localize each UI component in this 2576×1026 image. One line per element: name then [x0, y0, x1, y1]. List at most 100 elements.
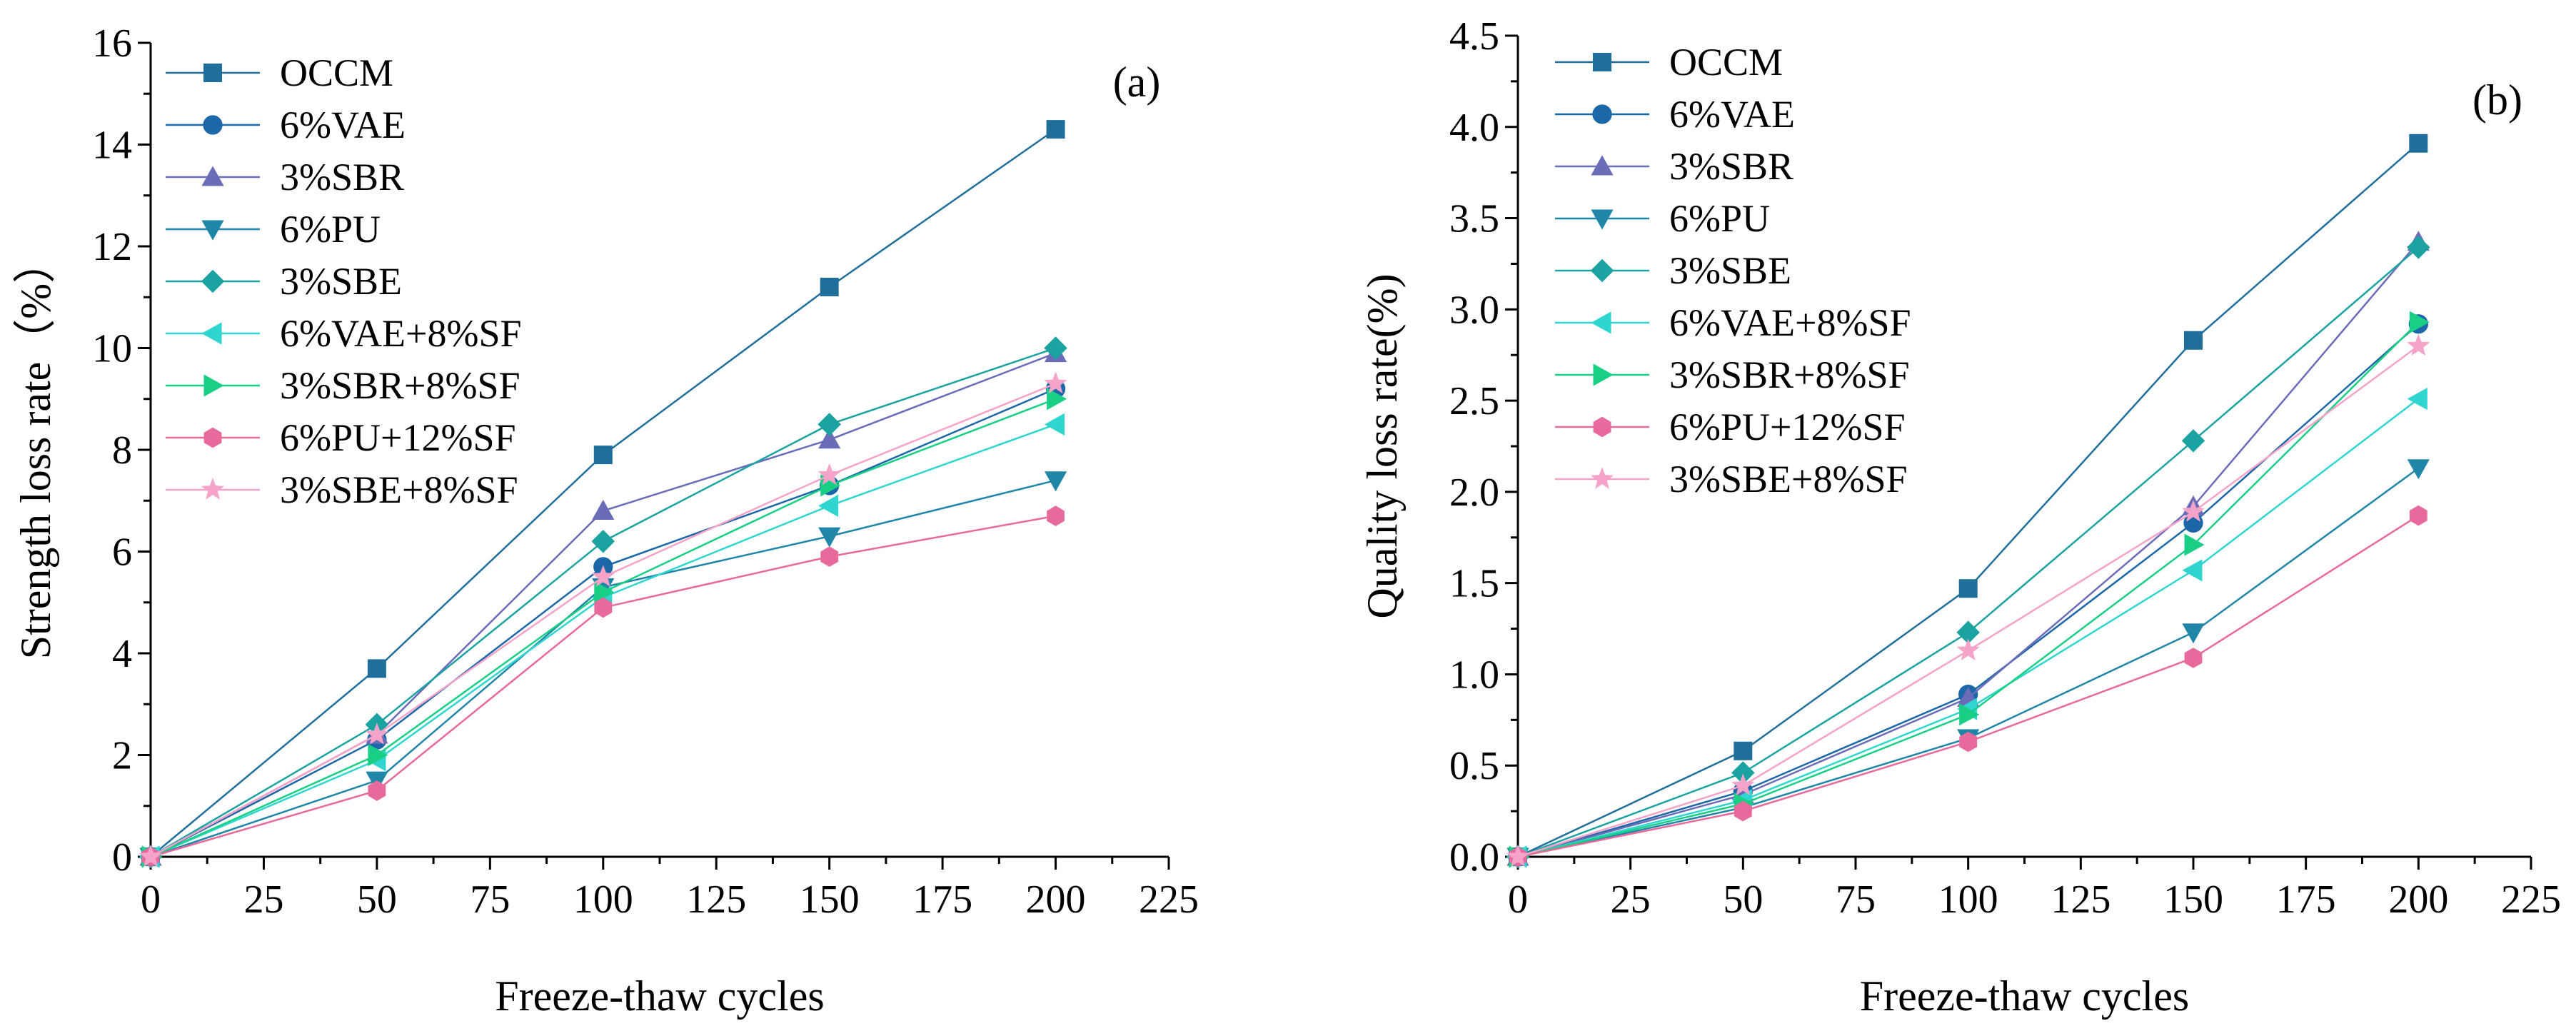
- data-point-6pctpu-plus-12pctsf: [1734, 800, 1752, 822]
- legend-label: 3%SBE: [280, 260, 402, 303]
- legend-item-6pctpu: 6%PU: [166, 208, 381, 251]
- panel-label: (b): [2472, 76, 2522, 124]
- legend-marker: [1593, 363, 1614, 386]
- legend-marker: [1592, 104, 1612, 124]
- legend-item-3pctsbr-plus-8pctsf: 3%SBR+8%SF: [166, 364, 520, 407]
- series-line-3pctsbe: [1517, 246, 2420, 858]
- y-tick-label: 8: [112, 428, 132, 473]
- legend-marker: [1591, 209, 1614, 230]
- series-line-3pctsbr: [1517, 241, 2420, 858]
- x-tick-label: 100: [573, 877, 633, 922]
- legend-item-3pctsbe-plus-8pctsf: 3%SBE+8%SF: [166, 468, 518, 511]
- y-tick-label: 6: [112, 530, 132, 575]
- legend-item-3pctsbe-plus-8pctsf: 3%SBE+8%SF: [1555, 458, 1908, 501]
- legend-label: 6%PU+12%SF: [1669, 406, 1906, 448]
- legend-label: OCCM: [1669, 41, 1783, 84]
- legend-item-6pctvae-plus-8pctsf: 6%VAE+8%SF: [166, 312, 522, 355]
- y-tick-label: 2.0: [1449, 471, 1499, 515]
- legend-item-6pctvae: 6%VAE: [1555, 93, 1795, 136]
- data-point-3pctsbr-plus-8pctsf: [1959, 703, 1980, 726]
- series-3pctsbe-plus-8pctsf: [1506, 333, 2430, 867]
- legend-label: 6%VAE+8%SF: [1669, 301, 1911, 344]
- y-tick-label: 2.5: [1449, 379, 1499, 423]
- x-tick-label: 75: [470, 877, 510, 922]
- data-point-3pctsbr: [592, 499, 615, 520]
- legend-item-3pctsbr-plus-8pctsf: 3%SBR+8%SF: [1555, 353, 1910, 396]
- series-3pctsbe-plus-8pctsf: [139, 371, 1067, 867]
- data-point-3pctsbe: [1956, 620, 1980, 644]
- data-point-3pctsbe-plus-8pctsf: [1731, 773, 1755, 795]
- y-tick-label: 1.5: [1449, 562, 1499, 606]
- data-point-3pctsbe: [1044, 336, 1067, 360]
- x-tick-label: 25: [1611, 877, 1651, 922]
- data-point-6pctpu-plus-12pctsf: [368, 780, 386, 801]
- axes-a: 0 25 50 75 100 125 150 175 200 225 0 2 4 6 8 10 12 14 16: [92, 21, 1199, 922]
- legend-marker: [1591, 311, 1611, 334]
- data-point-occm: [820, 278, 839, 296]
- data-point-occm: [1734, 741, 1753, 760]
- chart-panel-a: 0 25 50 75 100 125 150 175 200 225 0 2 4 6 8 10 12 14 16 Fr…: [12, 21, 1199, 1020]
- legend-marker: [1590, 467, 1614, 489]
- y-tick-label: 3.0: [1449, 288, 1499, 332]
- x-tick-label: 25: [243, 877, 283, 922]
- legend-marker: [1593, 53, 1611, 71]
- legend-marker: [203, 64, 222, 82]
- y-tick-label: 16: [92, 21, 132, 66]
- legend-item-occm: OCCM: [1555, 41, 1783, 84]
- data-point-6pctpu: [2182, 623, 2205, 644]
- x-tick-label: 225: [2501, 877, 2561, 922]
- data-point-6pctpu-plus-12pctsf: [820, 546, 839, 567]
- data-point-6pctvae-plus-8pctsf: [2182, 559, 2203, 582]
- x-tick-label: 0: [141, 877, 161, 922]
- data-point-occm: [2409, 134, 2428, 153]
- legend-marker: [203, 374, 224, 397]
- legend-item-occm: OCCM: [166, 51, 393, 94]
- y-tick-label: 0: [112, 835, 132, 880]
- data-point-occm: [2184, 331, 2203, 350]
- legend-item-3pctsbr: 3%SBR: [166, 156, 404, 198]
- series-line-3pctsbr-plus-8pctsf: [150, 398, 1057, 858]
- legend-label: 6%PU: [280, 208, 381, 251]
- legend-label: 6%VAE+8%SF: [280, 312, 522, 355]
- legend-marker: [201, 269, 225, 293]
- data-point-3pctsbe: [2181, 429, 2205, 453]
- data-point-6pctpu-plus-12pctsf: [1959, 731, 1978, 753]
- y-tick-label: 10: [92, 327, 132, 371]
- y-tick-label: 4.0: [1449, 106, 1499, 150]
- legend-label: 3%SBR: [280, 156, 404, 198]
- data-point-6pctpu-plus-12pctsf: [594, 597, 613, 618]
- legend-label: 3%SBR+8%SF: [280, 364, 520, 407]
- legend-label: 6%VAE: [280, 104, 406, 146]
- legend-marker: [1593, 416, 1611, 438]
- y-tick-label: 0.0: [1449, 835, 1499, 880]
- legend-label: 6%PU+12%SF: [280, 416, 516, 459]
- x-tick-label: 100: [1938, 877, 1998, 922]
- legend-marker: [201, 166, 224, 186]
- y-tick-label: 12: [92, 225, 132, 269]
- x-tick-label: 200: [2388, 877, 2448, 922]
- data-point-3pctsbe: [1731, 761, 1755, 785]
- data-point-3pctsbe: [2407, 236, 2430, 259]
- y-tick-label: 0.5: [1449, 744, 1499, 788]
- data-point-3pctsbr: [818, 428, 841, 449]
- data-point-6pctpu: [1045, 471, 1067, 492]
- legend-item-6pctpu: 6%PU: [1555, 197, 1770, 240]
- chart-panel-b: 0 25 50 75 100 125 150 175 200 225 0.0 0.5 1.0 1.5 2.0…: [1359, 14, 2561, 1020]
- data-point-3pctsbe-plus-8pctsf: [365, 723, 388, 745]
- y-tick-label: 14: [92, 124, 132, 168]
- legend-label: 6%PU: [1669, 197, 1770, 240]
- y-tick-label: 1.0: [1449, 653, 1499, 697]
- legend-item-6pctvae-plus-8pctsf: 6%VAE+8%SF: [1555, 301, 1911, 344]
- data-point-occm: [1958, 579, 1978, 598]
- series-6pctpu-plus-12pctsf: [1509, 505, 2427, 867]
- x-tick-label: 75: [1836, 877, 1876, 922]
- legend-item-3pctsbr: 3%SBR: [1555, 145, 1793, 188]
- legend-label: 3%SBE: [1669, 249, 1791, 292]
- series-6pctpu: [1506, 459, 2430, 868]
- x-axis-title: Freeze-thaw cycles: [495, 972, 824, 1020]
- legend-label: 6%VAE: [1669, 93, 1795, 136]
- data-point-6pctvae-plus-8pctsf: [818, 494, 839, 517]
- data-point-6pctpu: [2407, 459, 2430, 480]
- data-point-6pctpu-plus-12pctsf: [2184, 648, 2203, 668]
- x-axis-title: Freeze-thaw cycles: [1860, 972, 2189, 1020]
